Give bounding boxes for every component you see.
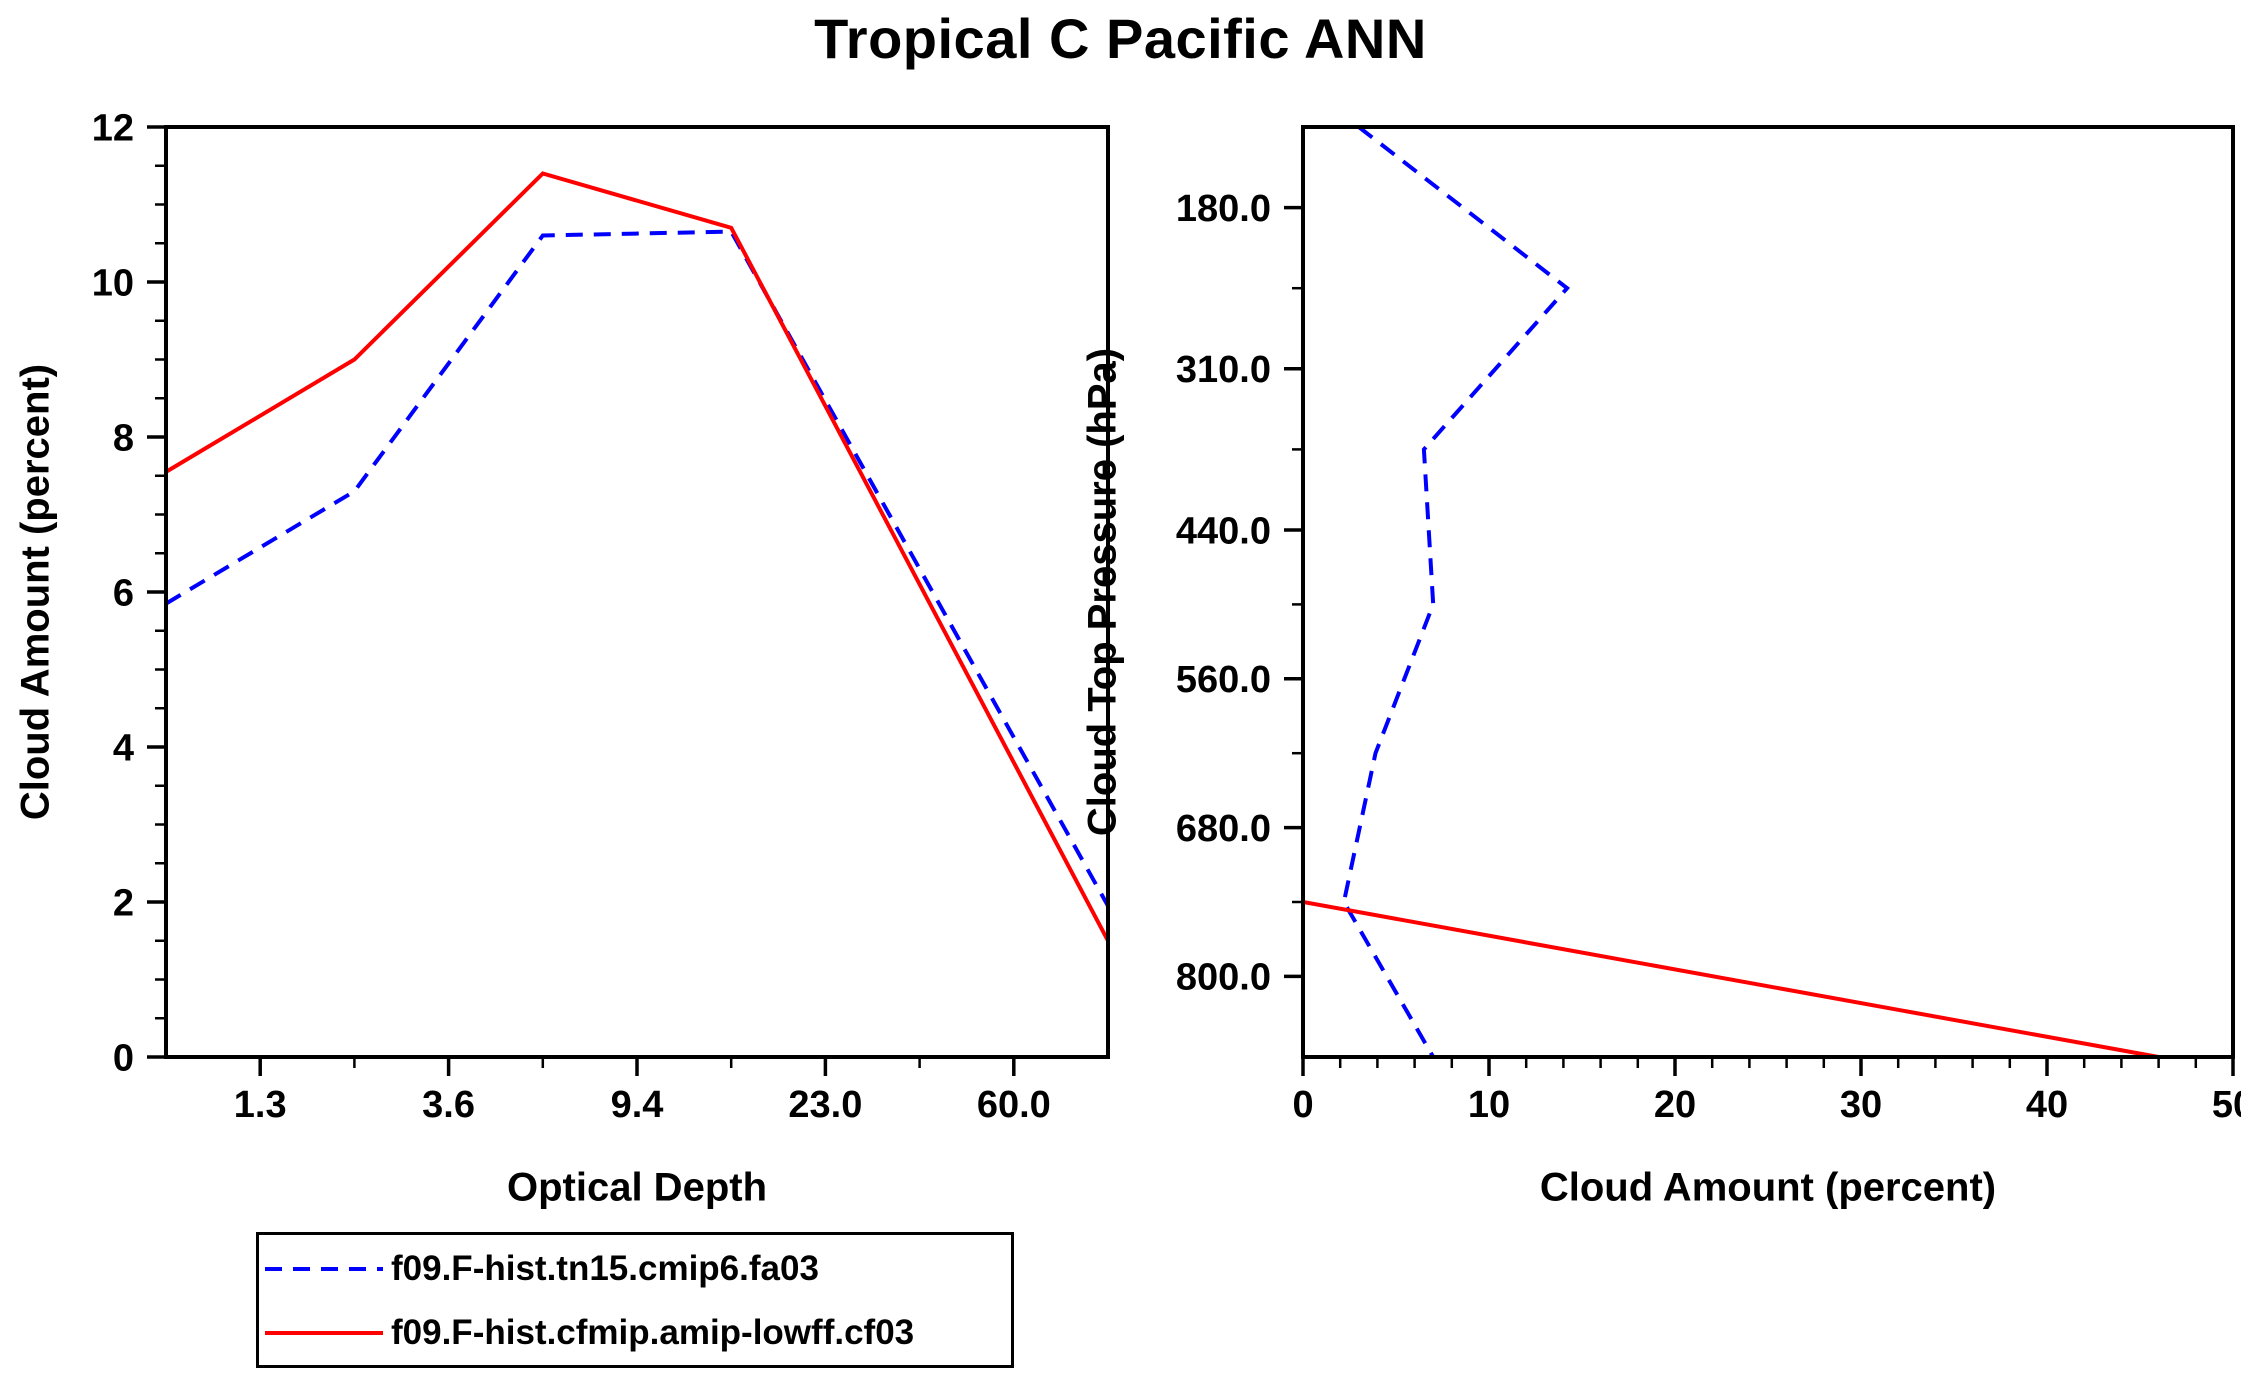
chart-title: Tropical C Pacific ANN (814, 7, 1427, 70)
left-x-axis-title: Optical Depth (506, 1165, 768, 1210)
right-x-axis-title: Cloud Amount (percent) (1539, 1165, 1997, 1210)
y-tick-label: 4 (113, 727, 134, 769)
x-tick-label: 3.6 (422, 1084, 475, 1126)
y-tick-label: 8 (113, 417, 134, 459)
y-tick-label: 310.0 (1176, 349, 1271, 391)
y-tick-label: 560.0 (1176, 659, 1271, 701)
dashed-line-sample-icon (265, 1267, 383, 1271)
x-tick-label: 10 (1468, 1084, 1510, 1126)
y-tick-label: 440.0 (1176, 510, 1271, 552)
legend-label-1: f09.F-hist.cfmip.amip-lowff.cf03 (391, 1313, 915, 1352)
y-tick-label: 12 (92, 107, 134, 149)
optical-depth-panel: 1.3 3.6 9.4 23.0 60.0 0 2 4 6 8 10 12 (92, 107, 1110, 1126)
legend-entry-1: f09.F-hist.cfmip.amip-lowff.cf03 (263, 1307, 914, 1359)
x-tick-label: 50 (2212, 1084, 2241, 1126)
x-tick-label: 20 (1654, 1084, 1696, 1126)
x-tick-label: 23.0 (788, 1084, 862, 1126)
series-line-1 (164, 171, 1110, 942)
x-tick-label: 9.4 (611, 1084, 664, 1126)
x-tick-label: 30 (1840, 1084, 1882, 1126)
legend-box: f09.F-hist.tn15.cmip6.fa03 f09.F-hist.cf… (256, 1232, 1014, 1368)
y-tick-label: 2 (113, 882, 134, 924)
legend-entry-0: f09.F-hist.tn15.cmip6.fa03 (263, 1243, 819, 1295)
y-tick-label: 10 (92, 262, 134, 304)
y-tick-label: 0 (113, 1037, 134, 1079)
x-tick-label: 40 (2026, 1084, 2068, 1126)
legend-label-0: f09.F-hist.tn15.cmip6.fa03 (391, 1249, 819, 1288)
cloud-top-pressure-panel: 0 10 20 30 40 50 180.0 310.0 440.0 560.0 680.0 800.… (1176, 125, 2241, 1126)
y-tick-label: 180.0 (1176, 188, 1271, 230)
series-line-0 (1341, 125, 1571, 1058)
x-tick-label: 0 (1292, 1084, 1313, 1126)
left-y-axis-title: Cloud Amount (percent) (13, 363, 58, 821)
x-tick-label: 1.3 (234, 1084, 287, 1126)
x-tick-label: 60.0 (977, 1084, 1051, 1126)
solid-line-sample-icon (265, 1331, 383, 1335)
y-tick-label: 680.0 (1176, 808, 1271, 850)
plot-frame (164, 125, 1110, 1059)
y-tick-label: 800.0 (1176, 957, 1271, 999)
series-line-0 (164, 229, 1110, 907)
right-y-axis-title: Cloud Top Pressure (hPa) (1080, 347, 1125, 837)
y-tick-label: 6 (113, 572, 134, 614)
plot-frame (1301, 125, 2235, 1059)
